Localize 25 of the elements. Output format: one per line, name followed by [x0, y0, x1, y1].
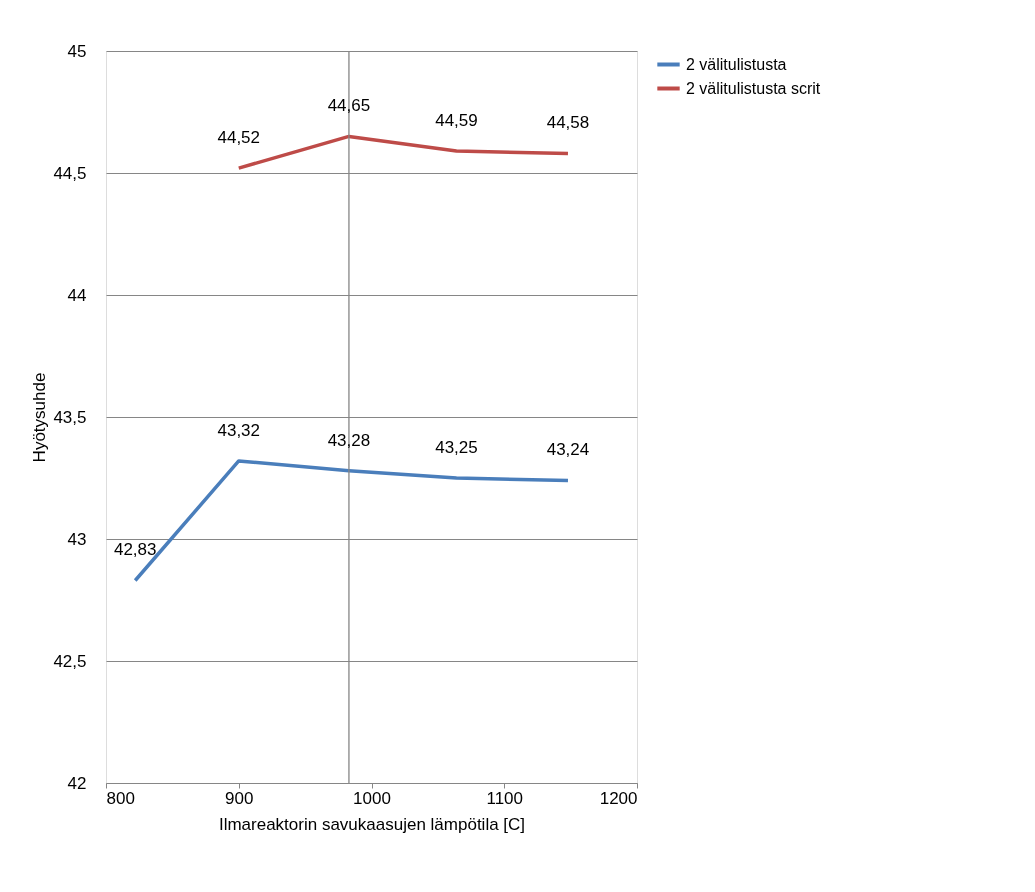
y-tick-label: 43,5: [53, 407, 87, 427]
x-tick-label: 1200: [599, 788, 638, 808]
y-tick-label: 45: [67, 41, 87, 61]
data-label: 43,25: [435, 438, 478, 457]
data-label: 43,32: [217, 420, 261, 440]
y-tick-label: 42,5: [53, 651, 87, 671]
data-label: 44,59: [435, 111, 478, 131]
data-label: 43,24: [546, 440, 590, 460]
data-label: 42,83: [113, 540, 157, 560]
y-tick-label: 42: [67, 773, 87, 793]
y-tick-label: 44,5: [53, 163, 87, 183]
x-tick-label: 1000: [353, 788, 391, 808]
data-label: 44,52: [217, 128, 261, 148]
data-label: 44,65: [327, 96, 371, 116]
y-axis-title: Hyötysuhde: [30, 372, 50, 463]
legend-label: 2 välitulistusta: [686, 55, 787, 73]
y-tick-label: 43: [67, 529, 87, 549]
data-label: 43,28: [327, 430, 371, 450]
x-axis-title: Ilmareaktorin savukaasujen lämpötila [C]: [218, 814, 526, 834]
x-tick-label: 1100: [486, 788, 524, 808]
legend-label: 2 välitulistusta scrit: [686, 79, 821, 97]
x-tick-label: 800: [106, 788, 135, 808]
x-tick-label: 900: [225, 788, 254, 808]
y-tick-label: 44: [67, 285, 87, 305]
data-label: 44,58: [546, 113, 590, 133]
